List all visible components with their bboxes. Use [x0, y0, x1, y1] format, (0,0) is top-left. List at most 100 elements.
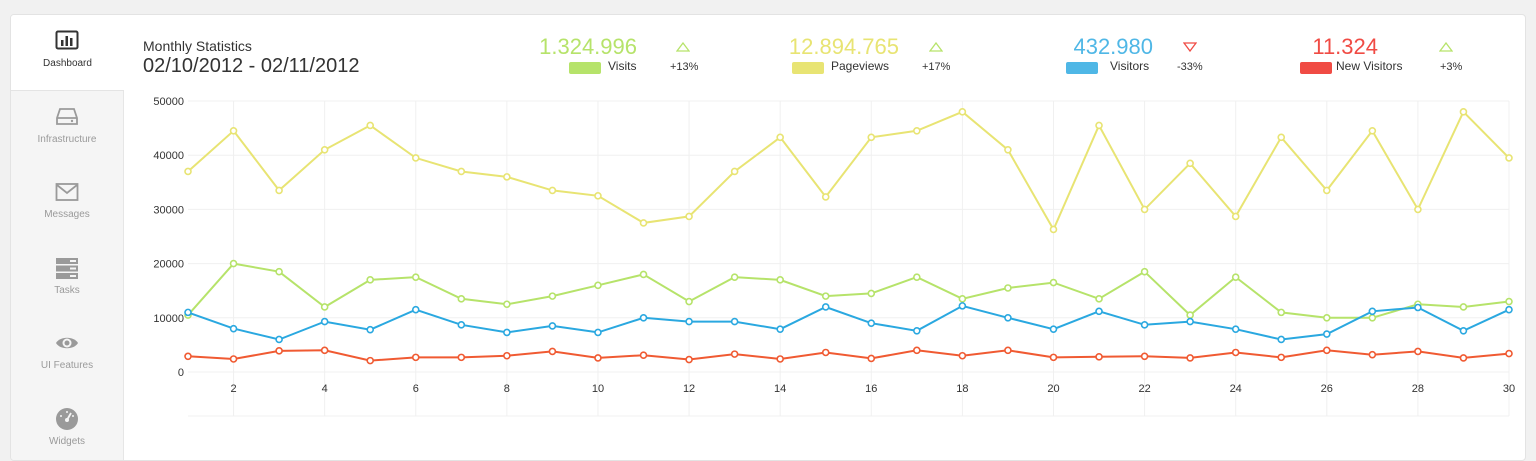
- data-point-visitors: [958, 302, 967, 310]
- data-point-visits: [1095, 295, 1103, 303]
- data-point-visits: [1505, 297, 1513, 306]
- data-point-visits: [548, 292, 557, 300]
- data-point-visitors: [1004, 313, 1012, 322]
- data-point-visits: [1049, 278, 1058, 287]
- data-point-new-visitors: [1231, 348, 1240, 357]
- series-line-visits: [187, 262, 1510, 319]
- data-point-pageviews: [913, 127, 921, 135]
- data-point-new-visitors: [1368, 350, 1377, 359]
- x-tick-label: 4: [322, 383, 328, 395]
- dashboard-gauge-icon: [56, 408, 78, 430]
- sidebar-item-label: Messages: [44, 209, 90, 220]
- stat-value: 432.980: [1073, 34, 1153, 59]
- data-point-pageviews: [1186, 159, 1194, 168]
- sidebar-item-widgets[interactable]: Widgets: [11, 393, 123, 460]
- data-point-visits: [776, 276, 784, 284]
- data-point-new-visitors: [1049, 353, 1058, 362]
- x-tick-label: 30: [1503, 383, 1515, 395]
- data-point-pageviews: [958, 108, 967, 116]
- legend-swatch: [1066, 62, 1098, 74]
- data-point-new-visitors: [1277, 353, 1286, 362]
- sidebar-item-tasks[interactable]: Tasks: [11, 242, 123, 317]
- data-point-new-visitors: [685, 355, 693, 364]
- data-point-visitors: [1277, 335, 1286, 344]
- y-tick-label: 20000: [153, 259, 184, 271]
- dashboard-panel: Dashboard Infrastructure Messages: [10, 14, 1526, 461]
- sidebar-item-label: Dashboard: [43, 58, 92, 69]
- x-tick-label: 22: [1138, 383, 1150, 395]
- x-tick-label: 20: [1047, 383, 1059, 395]
- stat-change: -33%: [1177, 61, 1203, 73]
- data-point-pageviews: [1414, 205, 1422, 214]
- data-point-visits: [275, 267, 283, 276]
- data-point-visitors: [1231, 325, 1240, 333]
- data-point-visitors: [1459, 327, 1468, 335]
- data-point-new-visitors: [639, 351, 648, 359]
- data-point-visits: [503, 300, 511, 309]
- series-line-visitors: [187, 304, 1510, 341]
- data-point-visitors: [1505, 305, 1513, 314]
- data-point-visits: [229, 259, 238, 268]
- data-point-new-visitors: [821, 348, 830, 357]
- data-point-new-visitors: [1140, 352, 1149, 361]
- data-point-new-visitors: [1004, 346, 1012, 355]
- data-point-visits: [1277, 308, 1286, 317]
- y-tick-label: 40000: [153, 150, 184, 162]
- data-point-pageviews: [1368, 127, 1377, 135]
- data-point-new-visitors: [867, 354, 876, 363]
- data-point-visitors: [639, 313, 648, 322]
- stat-value: 11.324: [1312, 34, 1378, 59]
- x-tick-label: 28: [1412, 383, 1424, 395]
- data-point-visits: [457, 295, 466, 303]
- data-point-pageviews: [867, 133, 876, 142]
- data-point-pageviews: [1231, 212, 1240, 221]
- trend-up-icon: [1439, 42, 1453, 52]
- y-tick-label: 30000: [153, 204, 184, 216]
- data-point-visitors: [685, 317, 693, 326]
- legend-swatch: [569, 62, 601, 74]
- x-tick-label: 16: [865, 383, 877, 395]
- stat-label: New Visitors: [1336, 59, 1403, 73]
- stat-value: 12.894.765: [788, 34, 899, 59]
- data-point-visitors: [1414, 303, 1422, 312]
- stat-new-visitors: 11.324 New Visitors +3%: [1284, 34, 1524, 94]
- x-tick-label: 8: [504, 383, 510, 395]
- data-point-visitors: [366, 325, 375, 334]
- data-point-visits: [1186, 311, 1194, 319]
- data-point-pageviews: [1049, 225, 1058, 234]
- x-tick-label: 24: [1230, 383, 1242, 395]
- data-point-visitors: [457, 321, 466, 329]
- data-point-visitors: [1368, 307, 1377, 316]
- envelope-icon: [55, 183, 79, 201]
- data-point-visitors: [1186, 317, 1194, 326]
- trend-down-icon: [1183, 42, 1197, 52]
- stat-change: +3%: [1440, 61, 1463, 73]
- data-point-visits: [594, 281, 602, 290]
- sidebar-item-label: UI Features: [40, 360, 94, 371]
- y-tick-label: 0: [178, 367, 184, 379]
- sidebar-item-infrastructure[interactable]: Infrastructure: [11, 91, 123, 166]
- date-range: 02/10/2012 - 02/11/2012: [143, 55, 360, 77]
- stat-label: Visits: [608, 59, 637, 73]
- page-title: Monthly Statistics: [143, 38, 252, 54]
- stat-pageviews: 12.894.765 Pageviews +17%: [776, 34, 1016, 94]
- data-point-visitors: [594, 328, 602, 337]
- data-point-visitors: [1049, 325, 1058, 333]
- sidebar-item-ui-features[interactable]: UI Features: [11, 317, 123, 392]
- data-point-pageviews: [1459, 108, 1468, 116]
- data-point-pageviews: [1277, 133, 1286, 142]
- data-point-new-visitors: [1322, 346, 1331, 355]
- data-point-pageviews: [503, 173, 511, 181]
- data-point-new-visitors: [1505, 349, 1513, 358]
- legend-swatch: [792, 62, 824, 74]
- data-point-visitors: [275, 335, 283, 344]
- data-point-visits: [867, 289, 876, 298]
- data-point-visitors: [913, 327, 921, 335]
- data-point-visits: [1322, 313, 1331, 322]
- data-point-pageviews: [229, 127, 238, 135]
- data-point-visitors: [1322, 330, 1331, 338]
- sidebar-item-dashboard[interactable]: Dashboard: [11, 15, 124, 91]
- series-line-pageviews: [187, 110, 1510, 232]
- sidebar-item-messages[interactable]: Messages: [11, 166, 123, 241]
